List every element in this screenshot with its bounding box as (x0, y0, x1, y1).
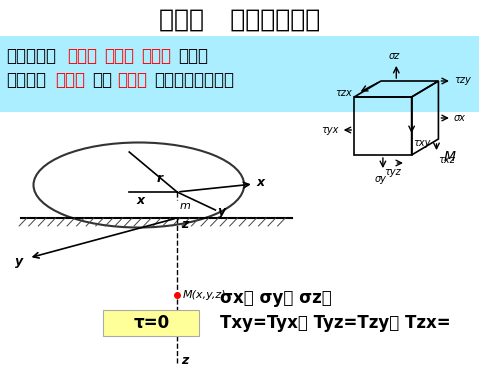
Text: 第一节   土中应力状态: 第一节 土中应力状态 (158, 8, 320, 32)
Text: σx: σx (454, 113, 466, 123)
Text: σz: σz (389, 51, 400, 61)
Text: 逆时针: 逆时针 (55, 71, 85, 89)
Text: 法向应力以: 法向应力以 (6, 47, 56, 65)
Text: y: y (218, 206, 226, 219)
Text: 压应力: 压应力 (68, 47, 98, 65)
Text: m: m (180, 201, 191, 211)
Text: 拉应力: 拉应力 (142, 47, 172, 65)
Text: M: M (443, 150, 455, 164)
Text: x: x (256, 177, 264, 189)
Text: Txy=Tyx、 Tyz=Tzy、 Tzx=: Txy=Tyx、 Tyz=Tzy、 Tzx= (220, 314, 451, 332)
Text: τyz: τyz (384, 167, 401, 177)
Text: r: r (157, 171, 163, 184)
Text: τzx: τzx (336, 88, 352, 98)
Text: τyx: τyx (322, 125, 339, 135)
Text: 为正，: 为正， (117, 71, 147, 89)
Text: y: y (15, 255, 23, 268)
Text: M(x,y,z): M(x,y,z) (183, 290, 226, 300)
Text: 方向: 方向 (92, 71, 112, 89)
Text: z: z (181, 219, 188, 231)
Text: 顺时针方向为负。: 顺时针方向为负。 (154, 71, 234, 89)
Text: τxy: τxy (414, 138, 431, 148)
Text: z: z (181, 354, 188, 366)
Bar (0, 36, 478, 112)
Text: σy: σy (375, 174, 387, 184)
Text: 为正，: 为正， (104, 47, 134, 65)
Text: x: x (136, 194, 145, 207)
Text: 为负；: 为负； (178, 47, 208, 65)
Text: σx、 σy、 σz，: σx、 σy、 σz， (220, 289, 332, 307)
Text: 剪应力以: 剪应力以 (6, 71, 46, 89)
Text: τ=0: τ=0 (133, 314, 170, 332)
Bar (104, 310, 199, 336)
Text: τzy: τzy (454, 75, 470, 85)
Text: τxz: τxz (438, 155, 455, 165)
